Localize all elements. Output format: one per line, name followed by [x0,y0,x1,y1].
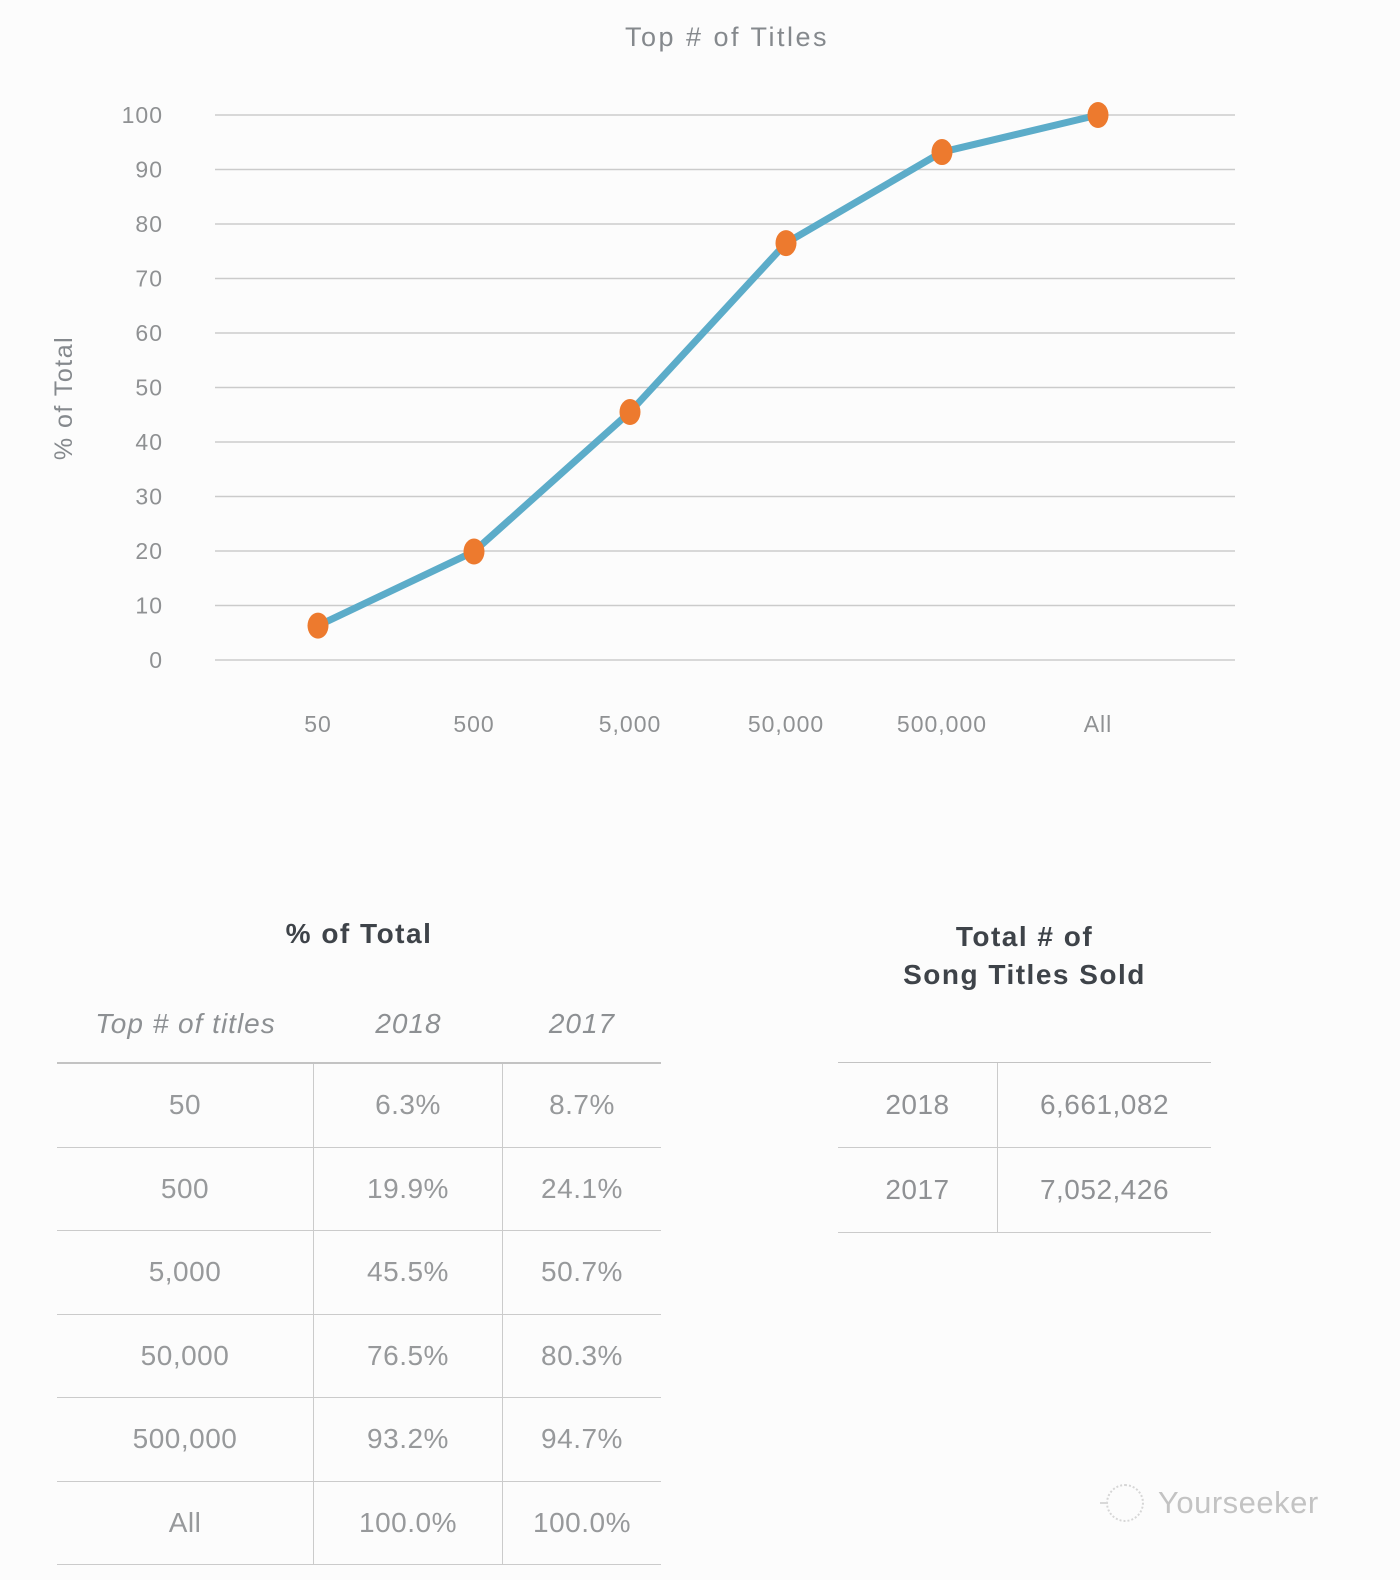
row-label: 2018 [838,1063,998,1147]
table-row: 5,000 45.5% 50.7% [57,1231,661,1315]
x-tick-label: 5,000 [599,711,662,737]
gridlines [215,114,1235,661]
row-label: All [57,1481,314,1564]
y-tick-label: 90 [135,157,163,183]
row-value: 6,661,082 [1039,1089,1170,1120]
row-label: 500,000 [57,1398,314,1481]
data-point-marker [931,139,953,166]
row-label: 500 [57,1147,314,1230]
x-tick-labels: 50 500 5,000 50,000 500,000 All [304,711,1113,737]
data-point-marker [1087,102,1109,128]
y-tick-label: 20 [135,538,163,564]
column-header-2017: 2017 [548,1008,616,1039]
watermark: Yourseeker [1100,1484,1319,1522]
table-row: 2017 7,052,426 [838,1148,1211,1233]
table-row: 500,000 93.2% 94.7% [57,1398,661,1482]
data-point-marker [307,612,329,639]
y-tick-label: 70 [135,266,163,292]
row-label: 2017 [838,1148,998,1232]
right-table-title-line2: Song Titles Sold [903,959,1146,990]
value-2018: 76.5% [314,1314,503,1397]
x-tick-label: 500 [453,711,494,737]
value-2017: 24.1% [541,1172,623,1204]
y-tick-label: 40 [135,429,163,455]
line-chart: Top # of Titles % of Total 0 10 20 30 40 50 60… [50,22,1235,737]
data-point-marker [775,230,797,257]
x-tick-label: 50 [304,711,332,737]
value-2018: 45.5% [314,1231,503,1314]
value-2017: 80.3% [541,1339,623,1371]
series-line [314,111,1102,630]
data-point-marker [619,399,641,426]
x-tick-label: All [1084,711,1113,737]
y-tick-label: 100 [122,102,163,128]
table-row: All 100.0% 100.0% [57,1481,661,1565]
data-point-marker [463,538,485,565]
value-2018: 6.3% [314,1064,503,1147]
chart-title: Top # of Titles [625,22,829,52]
x-tick-label: 500,000 [897,711,987,737]
series-2018 [307,102,1109,639]
column-header-top-titles: Top # of titles [95,1008,276,1039]
left-table-title: % of Total [285,918,433,949]
value-2017: 8.7% [549,1089,615,1121]
value-2018: 100.0% [314,1481,503,1564]
right-table-title-line1: Total # of [955,921,1094,952]
song-titles-sold-table: 2018 6,661,082 2017 7,052,426 [838,1062,1211,1233]
value-2017: 50.7% [541,1256,623,1288]
row-value: 7,052,426 [1039,1174,1170,1205]
percent-of-total-table: 50 6.3% 8.7% 500 19.9% 24.1% 5,000 45.5%… [57,1062,661,1565]
y-tick-labels: 0 10 20 30 40 50 60 70 80 90 100 [122,102,163,673]
watermark-label: Yourseeker [1158,1485,1319,1520]
value-2018: 93.2% [314,1398,503,1481]
y-tick-label: 10 [135,593,163,619]
x-tick-label: 50,000 [748,711,824,737]
table-row: 500 19.9% 24.1% [57,1147,661,1231]
y-tick-label: 0 [149,647,163,673]
table-row: 50 6.3% 8.7% [57,1064,661,1148]
value-2017: 94.7% [541,1423,623,1455]
y-tick-label: 30 [135,484,163,510]
y-tick-label: 60 [135,320,163,346]
left-table-column-headers: Top # of titles 2018 2017 [57,995,661,1053]
table-row: 2018 6,661,082 [838,1063,1211,1148]
table-row: 50,000 76.5% 80.3% [57,1314,661,1398]
value-2018: 19.9% [314,1147,503,1230]
y-axis-label: % of Total [50,336,78,460]
y-tick-label: 50 [135,375,163,401]
value-2017: 100.0% [533,1506,631,1538]
right-table-title: Total # of Song Titles Sold [838,918,1211,994]
row-label: 50,000 [57,1314,314,1397]
dotted-circle-icon [1100,1484,1144,1522]
y-tick-label: 80 [135,211,163,237]
row-label: 5,000 [57,1231,314,1314]
row-label: 50 [57,1064,314,1147]
column-header-2018: 2018 [375,1008,442,1039]
